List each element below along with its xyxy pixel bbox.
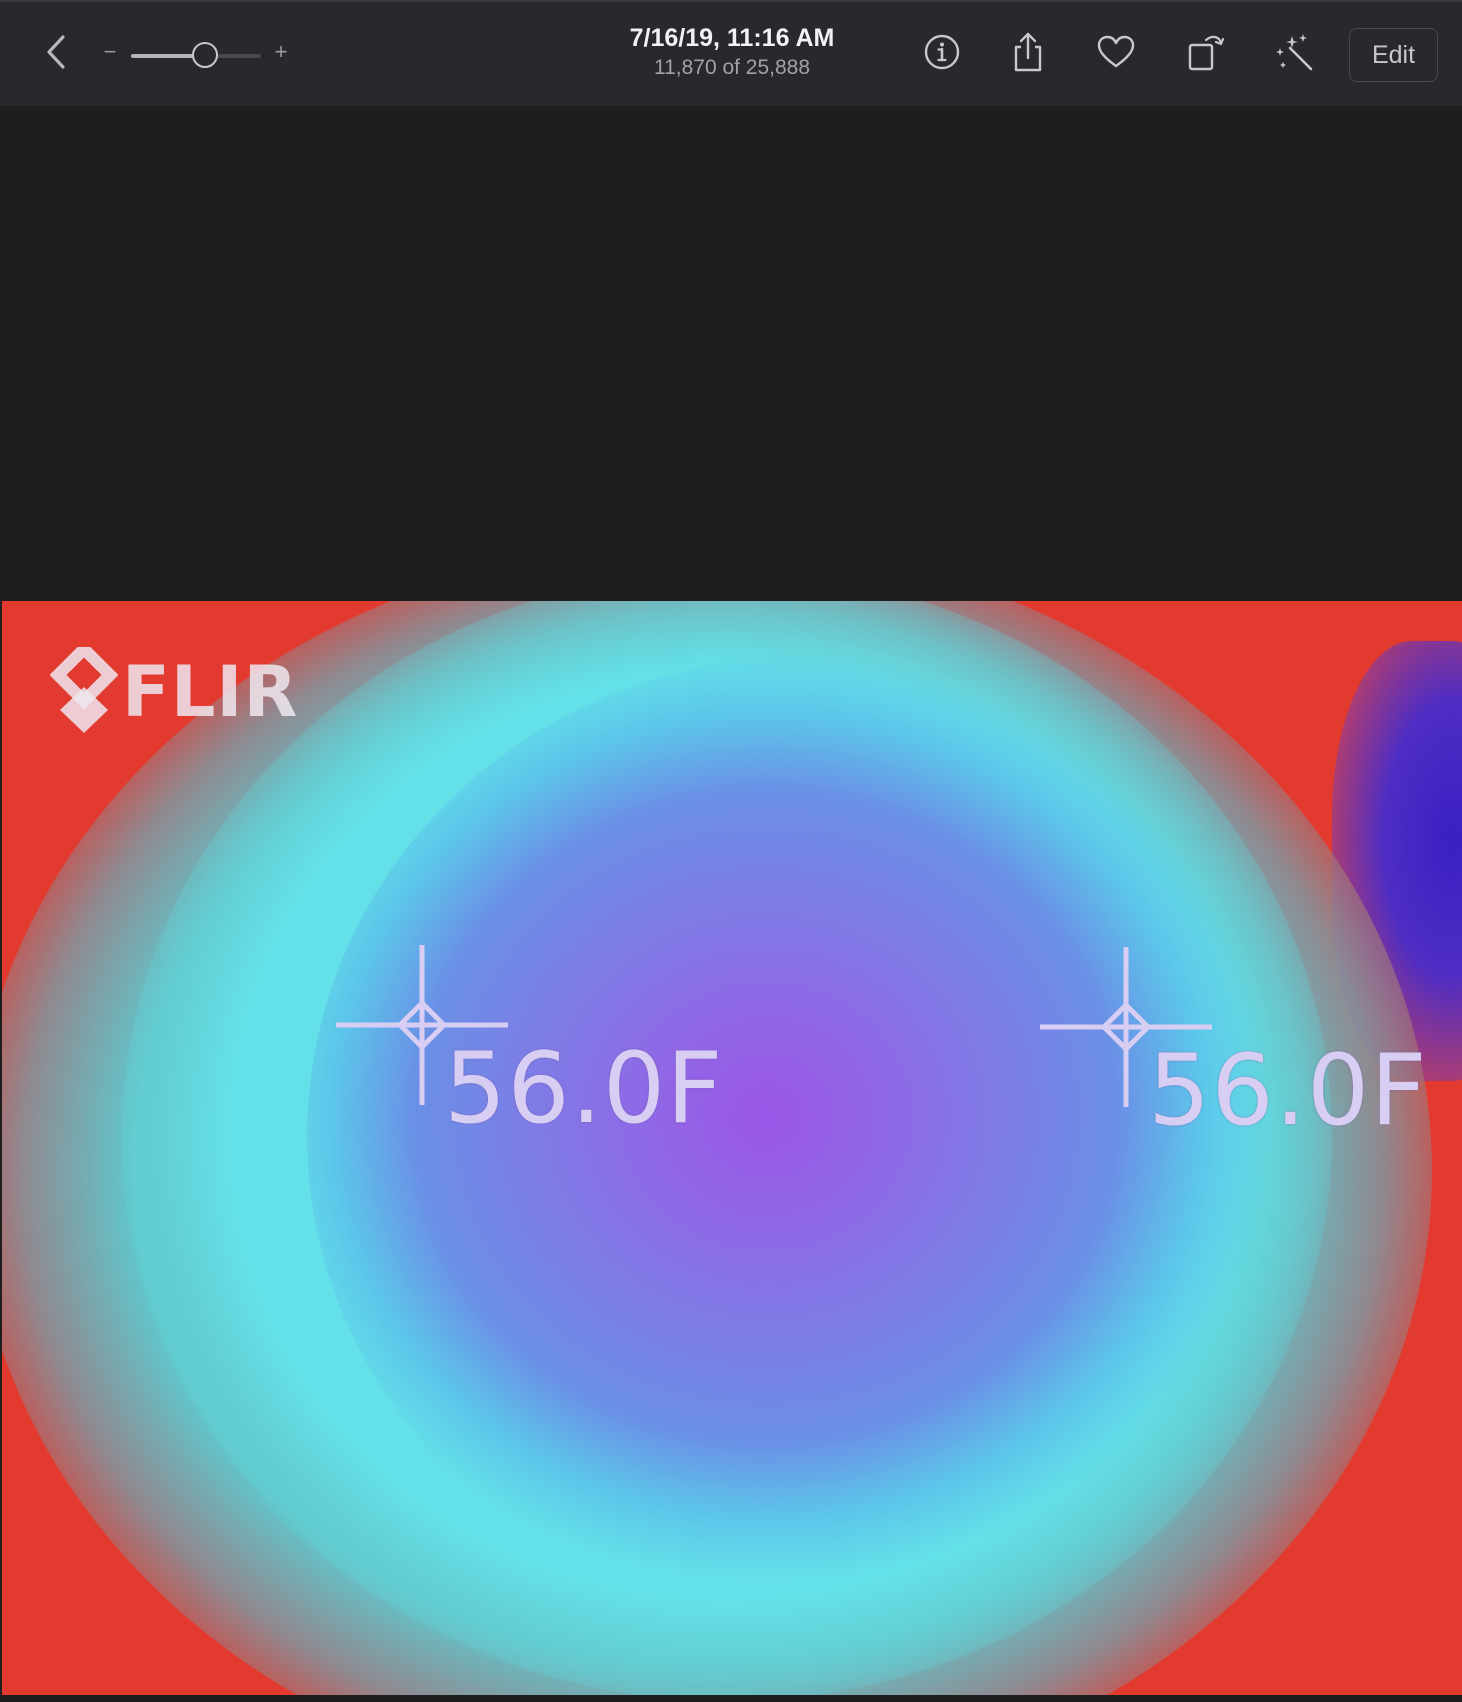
share-icon [1010, 31, 1046, 78]
info-icon [923, 33, 961, 76]
crosshair-icon [1040, 947, 1212, 1107]
flir-diamond-icon [50, 647, 118, 733]
auto-enhance-button[interactable] [1272, 32, 1316, 76]
toolbar: − + 7/16/19, 11:16 AM 11,870 of 25,888 [0, 0, 1462, 106]
zoom-in-button[interactable]: + [274, 39, 288, 64]
zoom-slider-fill [131, 54, 205, 58]
photo-date: 7/16/19, 11:16 AM [629, 24, 835, 52]
flir-logo: FLIR [50, 647, 298, 737]
magic-wand-icon [1274, 32, 1314, 77]
crosshair-icon [336, 945, 508, 1105]
rotate-icon [1186, 31, 1226, 78]
back-button[interactable] [38, 34, 74, 74]
edit-button[interactable]: Edit [1349, 28, 1438, 82]
photo-count: 11,870 of 25,888 [653, 56, 811, 79]
thermal-cold-center [307, 656, 1307, 1616]
zoom-slider-thumb[interactable] [192, 42, 218, 68]
rotate-button[interactable] [1184, 32, 1228, 76]
flir-logo-text: FLIR [122, 651, 299, 733]
photo-title: 7/16/19, 11:16 AM 11,870 of 25,888 [532, 22, 932, 82]
info-button[interactable] [920, 32, 964, 76]
favorite-button[interactable] [1094, 32, 1138, 76]
zoom-slider[interactable] [131, 42, 261, 70]
spot-meter-2: 56.0F [1036, 943, 1456, 1143]
back-chevron-icon [45, 34, 67, 75]
spot-temperature-1: 56.0F [444, 1032, 724, 1146]
heart-icon [1097, 35, 1135, 74]
spot-temperature-2: 56.0F [1148, 1034, 1428, 1148]
share-button[interactable] [1006, 32, 1050, 76]
zoom-out-button[interactable]: − [103, 39, 117, 64]
window-bottom-edge [0, 1695, 1462, 1702]
thermal-photo: FLIR 56.0F 56.0F [2, 601, 1462, 1695]
spot-meter-1: 56.0F [332, 941, 752, 1141]
